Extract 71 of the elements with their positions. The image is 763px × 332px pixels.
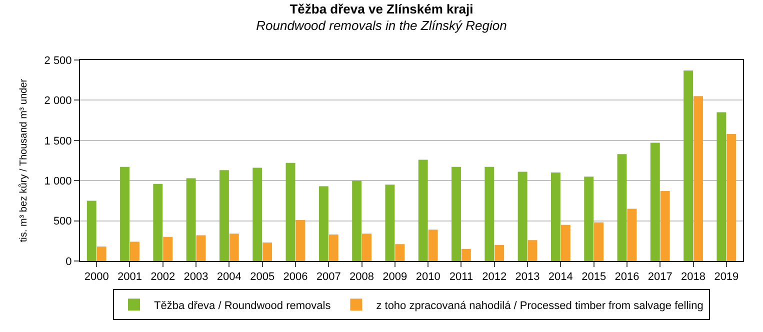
x-tick-label: 2005: [250, 271, 275, 284]
x-tick-label: 2019: [714, 271, 739, 284]
bar: [560, 224, 570, 261]
bar: [296, 220, 306, 261]
bar: [318, 186, 328, 261]
bar: [584, 176, 594, 261]
bar: [163, 236, 173, 261]
x-tick-label: 2018: [681, 271, 706, 284]
legend-label: Těžba dřeva / Roundwood removals: [154, 300, 332, 312]
bar: [352, 180, 362, 261]
chart-title: Těžba dřeva ve Zlínském kraji: [290, 1, 474, 16]
y-axis-title: tis. m³ bez kůry / Thousand m³ under: [17, 78, 30, 242]
x-tick-label: 2007: [316, 271, 341, 284]
x-tick-label: 2017: [648, 271, 672, 284]
bar: [694, 96, 703, 261]
bar: [627, 208, 637, 261]
y-tick-label: 1 500: [44, 135, 72, 148]
bar: [186, 178, 196, 261]
x-tick-label: 2002: [150, 271, 176, 284]
bar: [518, 172, 528, 261]
x-tick-label: 2013: [515, 271, 540, 284]
chart-subtitle: Roundwood removals in the Zlínský Region: [256, 18, 507, 34]
x-tick-label: 2001: [117, 271, 142, 284]
bar: [229, 234, 239, 261]
bar: [550, 172, 560, 261]
x-tick-label: 2016: [614, 271, 640, 284]
bar: [86, 200, 96, 261]
x-tick-label: 2003: [184, 271, 208, 284]
bar: [716, 112, 726, 261]
bar: [262, 242, 272, 261]
bar: [362, 234, 372, 261]
bar: [726, 134, 736, 261]
bar: [484, 166, 494, 261]
bar: [428, 230, 438, 261]
bar: [153, 184, 163, 261]
bar: [395, 244, 405, 261]
bar: [461, 248, 471, 261]
x-tick-label: 2006: [283, 271, 308, 284]
bar: [130, 242, 140, 261]
bar: [650, 142, 660, 261]
bar: [452, 166, 461, 261]
bar: [594, 222, 604, 261]
x-tick-label: 2009: [382, 271, 408, 284]
bar: [120, 166, 130, 261]
bar: [96, 246, 106, 261]
legend-label: z toho zpracovaná nahodilá / Processed timber from salvage felling: [376, 300, 704, 312]
bar: [617, 154, 627, 261]
x-tick-label: 2011: [449, 271, 474, 284]
x-tick-label: 2008: [350, 271, 374, 284]
y-tick-label: 1 000: [44, 175, 72, 188]
bar: [660, 191, 670, 261]
bar: [286, 162, 296, 261]
bar: [684, 70, 694, 261]
y-tick-label: 2 500: [44, 54, 72, 67]
bar: [196, 235, 206, 261]
x-tick-label: 2000: [84, 271, 109, 284]
bar: [418, 160, 428, 261]
bar: [385, 184, 395, 261]
x-tick-label: 2012: [482, 271, 507, 284]
bar: [494, 244, 504, 261]
y-tick-label: 0: [66, 256, 72, 268]
bar: [328, 234, 338, 261]
y-tick-label: 500: [53, 216, 72, 228]
x-tick-label: 2010: [416, 271, 440, 284]
x-tick-label: 2014: [548, 271, 573, 284]
y-tick-label: 2 000: [44, 95, 72, 108]
x-tick-label: 2015: [582, 271, 606, 284]
bar: [219, 170, 229, 261]
x-tick-label: 2004: [216, 271, 242, 284]
bar: [528, 240, 538, 261]
bar: [252, 168, 262, 261]
